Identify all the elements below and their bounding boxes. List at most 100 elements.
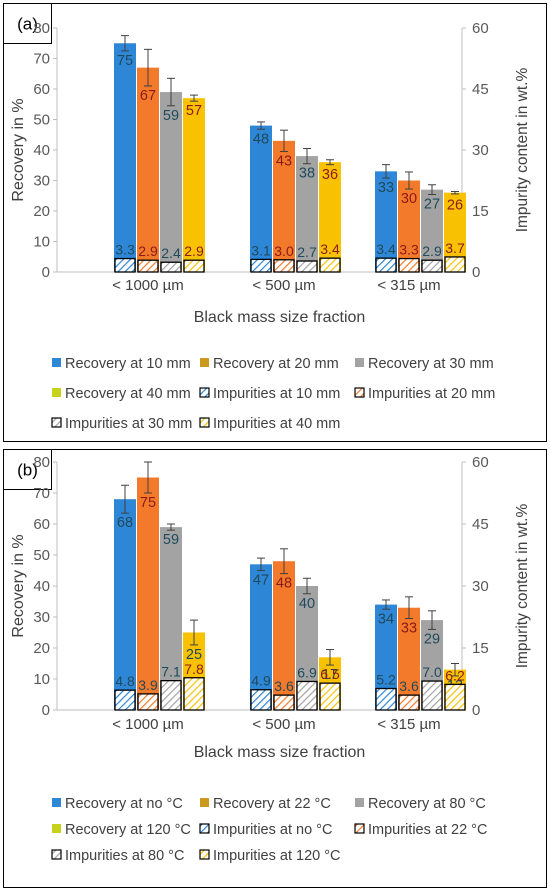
impurity-data-label: 4.8	[115, 673, 135, 689]
impurity-bar	[296, 680, 318, 711]
y2-tick-label: 0	[472, 264, 480, 281]
recovery-data-label: 43	[276, 154, 292, 170]
legend-label: Recovery at 10 mm	[65, 356, 191, 372]
y2-tick-label: 15	[472, 203, 489, 220]
y2-tick-label: 30	[472, 142, 489, 159]
y-tick-label: 60	[33, 516, 50, 533]
legend-label: Impurities at 10 mm	[213, 386, 340, 402]
legend-swatch-hatched	[199, 849, 210, 860]
impurity-data-label: 7.0	[422, 664, 442, 680]
legend-swatch	[52, 358, 61, 367]
impurity-bar	[421, 259, 443, 273]
impurity-bar	[319, 682, 341, 711]
legend-item: Recovery at 10 mm	[52, 356, 191, 372]
impurity-data-label: 2.9	[184, 243, 204, 259]
x-tick-label: < 1000 µm	[112, 277, 184, 294]
impurity-bar	[273, 259, 295, 273]
y2-tick-label: 0	[472, 702, 480, 719]
recovery-data-label: 75	[117, 53, 133, 69]
impurity-data-label: 3.6	[399, 678, 419, 694]
panel-label-box	[3, 3, 52, 44]
y2-tick-label: 60	[472, 20, 489, 37]
legend-swatch	[200, 358, 209, 367]
impurity-bar	[160, 680, 182, 711]
legend-item: Recovery at 22 °C	[200, 796, 331, 812]
recovery-data-label: 30	[401, 191, 417, 207]
y-tick-label: 10	[33, 671, 50, 688]
impurity-data-label: 3.4	[320, 241, 340, 257]
impurity-data-label: 6.5	[320, 666, 340, 682]
impurity-bar	[421, 680, 443, 711]
y-tick-label: 50	[33, 547, 50, 564]
y-tick-label: 50	[33, 112, 50, 129]
legend-swatch	[52, 798, 61, 807]
impurity-bar	[160, 261, 182, 273]
legend-label: Recovery at 40 mm	[65, 386, 191, 402]
legend-item: Recovery at no °C	[52, 796, 183, 812]
legend-swatch-hatched	[199, 823, 210, 834]
legend-item: Impurities at no °C	[199, 822, 332, 838]
impurity-data-label: 3.7	[445, 240, 465, 256]
y2-tick-label: 45	[472, 516, 489, 533]
impurity-data-label: 3.4	[376, 241, 396, 257]
legend-swatch	[52, 824, 61, 833]
y2-tick-label: 45	[472, 81, 489, 98]
recovery-bar	[319, 162, 341, 272]
legend-swatch-hatched	[199, 417, 210, 428]
y-tick-label: 40	[33, 142, 50, 159]
recovery-data-label: 59	[163, 532, 179, 548]
impurity-bar	[114, 257, 136, 273]
x-axis-title: Black mass size fraction	[194, 744, 366, 761]
legend-item: Impurities at 20 mm	[354, 386, 495, 402]
panel-label: (b)	[17, 461, 38, 480]
recovery-data-label: 59	[163, 108, 179, 124]
y2-tick-label: 60	[472, 454, 489, 471]
recovery-bar	[273, 561, 295, 710]
impurity-bar	[137, 259, 159, 273]
x-tick-label: < 1000 µm	[112, 716, 184, 733]
recovery-bar	[375, 171, 397, 272]
recovery-data-label: 75	[140, 495, 156, 511]
recovery-data-label: 48	[253, 131, 269, 147]
legend-label: Impurities at 80 °C	[65, 848, 184, 864]
impurity-bar	[183, 677, 205, 711]
legend-label: Impurities at 30 mm	[65, 416, 192, 432]
y-tick-label: 20	[33, 203, 50, 220]
legend-swatch	[355, 798, 364, 807]
recovery-bar	[160, 527, 182, 710]
legend-label: Recovery at 22 °C	[213, 796, 331, 812]
impurity-bar	[319, 257, 341, 273]
recovery-data-label: 48	[276, 576, 292, 592]
legend-item: Recovery at 20 mm	[200, 356, 339, 372]
legend-label: Impurities at 20 mm	[368, 386, 495, 402]
recovery-data-label: 67	[140, 88, 156, 104]
impurity-bar	[183, 259, 205, 273]
y-tick-label: 20	[33, 640, 50, 657]
y-tick-label: 60	[33, 81, 50, 98]
impurity-bar	[398, 694, 420, 711]
recovery-data-label: 27	[424, 197, 440, 213]
recovery-data-label: 29	[424, 631, 440, 647]
recovery-data-label: 40	[299, 596, 315, 612]
recovery-data-label: 68	[117, 515, 133, 531]
impurity-data-label: 2.7	[297, 244, 317, 260]
recovery-bar	[114, 499, 136, 710]
recovery-bar	[250, 564, 272, 710]
panel-label-box	[3, 449, 52, 490]
recovery-data-label: 57	[186, 103, 202, 119]
impurity-bar	[375, 257, 397, 273]
legend-label: Impurities at no °C	[213, 822, 332, 838]
impurity-data-label: 3.3	[115, 242, 135, 258]
recovery-data-label: 26	[447, 198, 463, 214]
legend-swatch-hatched	[51, 417, 62, 428]
x-tick-label: < 500 µm	[252, 716, 315, 733]
impurity-data-label: 3.3	[399, 242, 419, 258]
impurity-data-label: 7.8	[184, 661, 204, 677]
recovery-data-label: 17	[322, 667, 338, 683]
legend-item: Recovery at 40 mm	[52, 386, 191, 402]
y-tick-label: 70	[33, 51, 50, 68]
impurity-bar	[137, 693, 159, 711]
y-tick-label: 0	[42, 264, 50, 281]
